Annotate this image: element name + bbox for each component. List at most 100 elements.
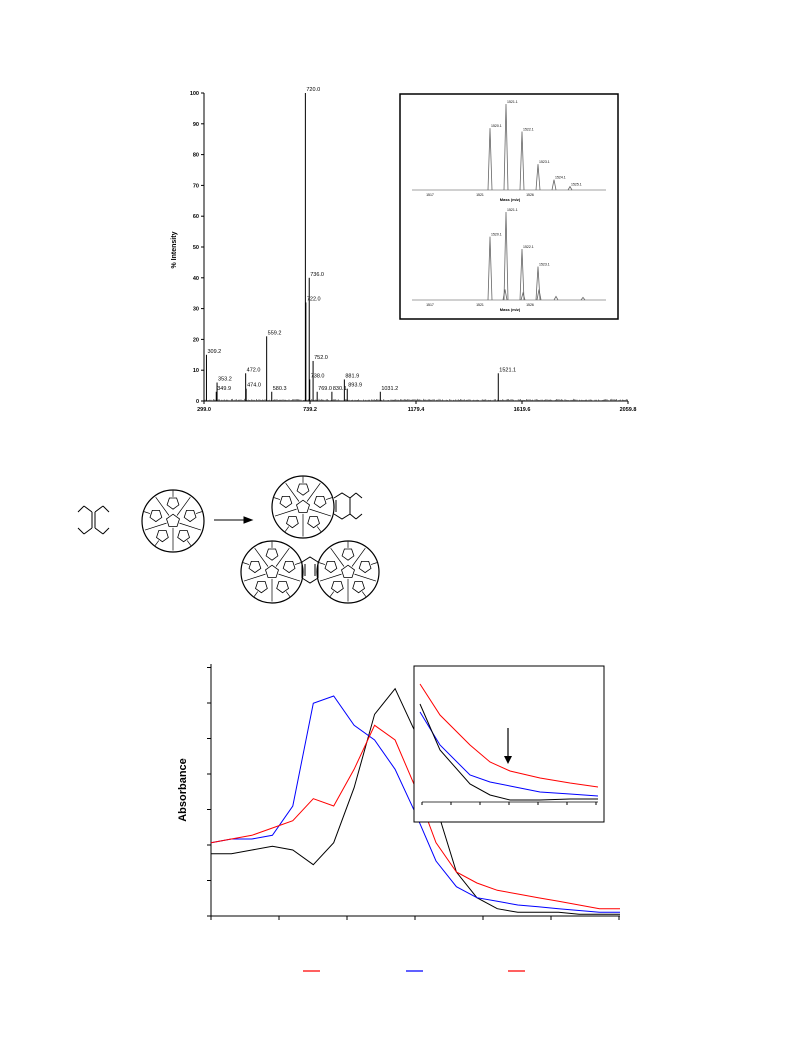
fullerene-pentagon <box>282 561 296 574</box>
ms-inset-peak-label: 1525.1 <box>571 183 582 187</box>
ms-y-tick-label: 30 <box>193 307 199 313</box>
ms-inset-peak <box>551 179 557 191</box>
fullerene-pentagon <box>352 581 365 594</box>
ms-inset-tick-label: 1517 <box>426 303 434 307</box>
fullerene-pentagon <box>265 548 279 561</box>
fullerene-bond <box>354 573 377 582</box>
ms-chart: % Intensity 0 10 20 30 40 50 60 70 80 90 100 299.0… <box>171 87 636 413</box>
fullerene-bond <box>329 591 335 597</box>
fullerene-structures <box>141 475 380 604</box>
uv-y-ticks <box>207 667 211 917</box>
fullerene-bond <box>143 511 151 514</box>
fullerene-bond <box>154 540 160 546</box>
ms-peak-label: 722.0 <box>307 296 321 302</box>
fullerene-bond <box>325 497 333 500</box>
fullerene-bond <box>155 496 170 516</box>
ms-inset-peak-label: 1520.1 <box>491 124 502 128</box>
ms-y-tick-label: 60 <box>193 214 199 220</box>
uv-inset-plot <box>419 683 599 805</box>
fullerene-bond <box>144 522 167 531</box>
fullerene-pentagon <box>248 561 262 574</box>
fullerene-bisadduct-right <box>316 540 380 604</box>
ms-inset-peak-label: 1524.1 <box>555 176 566 180</box>
fullerene-pentagon <box>307 516 320 529</box>
fullerene-bond <box>274 508 297 517</box>
fullerene-bond <box>306 482 321 502</box>
ms-inset-peak-label: 1523.1 <box>539 160 550 164</box>
ms-peak-label: 893.9 <box>348 383 362 389</box>
ms-y-label: % Intensity <box>171 231 178 268</box>
fullerene-pentagon <box>279 495 293 509</box>
ms-y-tick-label: 90 <box>193 122 199 128</box>
fullerene-outline <box>141 489 205 553</box>
ms-inset-peak-label: 1522.1 <box>523 128 534 132</box>
ms-inset-peak <box>503 103 509 191</box>
fullerene-pentagon <box>183 509 197 523</box>
ms-peak-label: 1031.2 <box>381 386 398 392</box>
ms-noise-trace <box>204 398 628 401</box>
ms-inset-peak <box>487 128 493 191</box>
ms-inset-satellite-peak <box>536 289 542 301</box>
fullerene-pentagon <box>331 581 344 594</box>
ms-x-tick-label: 1619.6 <box>514 407 531 413</box>
ms-peaks: 309.2 349.9 353.2 472.0 474.0 559.2 580.3 720.0… <box>205 87 516 401</box>
fullerene-bond <box>285 482 300 502</box>
fullerene-pentagon <box>296 499 310 513</box>
ms-peak-label: 353.2 <box>218 377 232 383</box>
ms-inset-tick-label: 1526 <box>526 193 534 197</box>
ms-inset-satellite-peak <box>553 295 559 301</box>
uv-inset-curve <box>419 703 598 801</box>
fullerene-pentagon <box>286 516 299 529</box>
fullerene-bond <box>284 526 290 532</box>
fullerene-bond <box>309 508 332 517</box>
fullerene-bond <box>254 547 269 567</box>
ms-x-tick-label: 1179.4 <box>408 407 425 413</box>
uv-y-label: Absorbance <box>177 758 189 822</box>
fullerene-bond <box>243 573 266 582</box>
ms-peak-label: 349.9 <box>217 386 231 392</box>
uv-chart: Absorbance <box>177 664 620 972</box>
ms-inset-peak <box>487 236 493 301</box>
fullerene-pentagon <box>296 483 310 496</box>
ms-inset-peak-label: 1523.1 <box>539 263 550 267</box>
fullerene-pentagon <box>324 561 338 574</box>
fullerene-bond <box>176 496 191 516</box>
fullerene-bond <box>253 591 259 597</box>
ms-peak-label: 752.0 <box>314 355 328 361</box>
ms-peak-label: 309.2 <box>207 349 221 355</box>
fullerene-bond <box>351 547 366 567</box>
fullerene-pentagon <box>341 564 355 578</box>
ms-peak-label: 736.0 <box>310 272 324 278</box>
uv-inset-curve <box>419 683 599 788</box>
ms-inset-peak-label: 1520.1 <box>491 233 502 237</box>
fullerene-bond <box>316 526 322 532</box>
reaction-scheme <box>77 475 380 604</box>
ms-peak-label: 881.9 <box>345 373 359 379</box>
ms-peak-label: 559.2 <box>268 330 282 336</box>
ms-x-ticks: 299.0 739.2 1179.4 1619.6 2059.8 <box>197 401 636 413</box>
fullerene-bond <box>330 547 345 567</box>
ms-y-tick-label: 50 <box>193 245 199 251</box>
ms-peak-label: 720.0 <box>306 87 320 93</box>
ms-inset-xlabel: Mass (m/z) <box>500 197 521 202</box>
ms-inset-frame <box>399 93 619 320</box>
fullerene-bond <box>285 591 291 597</box>
ms-inset-satellite-peak <box>580 296 586 301</box>
ms-peak-label: 738.0 <box>311 373 325 379</box>
fullerene-pentagon <box>265 564 279 578</box>
fullerene-pentagon <box>341 548 355 561</box>
ms-inset-tick-label: 1521 <box>476 193 484 197</box>
fullerene-bond <box>242 562 250 565</box>
fullerene-bond <box>275 547 290 567</box>
fullerene-pentagon <box>276 581 289 594</box>
ms-inset-satellite-peak <box>502 289 508 301</box>
uv-inset-arrowhead <box>504 756 512 764</box>
fullerene-outline <box>316 540 380 604</box>
ms-inset-panels: 1517 1521 1526 Mass (m/z) 1520.1 1521.1 1522.1… <box>412 100 606 312</box>
ms-inset-peak <box>567 185 573 191</box>
ms-y-tick-label: 40 <box>193 276 199 282</box>
ms-inset-peak <box>519 248 525 301</box>
ms-y-tick-label: 20 <box>193 337 199 343</box>
ms-y-tick-label: 10 <box>193 368 199 374</box>
